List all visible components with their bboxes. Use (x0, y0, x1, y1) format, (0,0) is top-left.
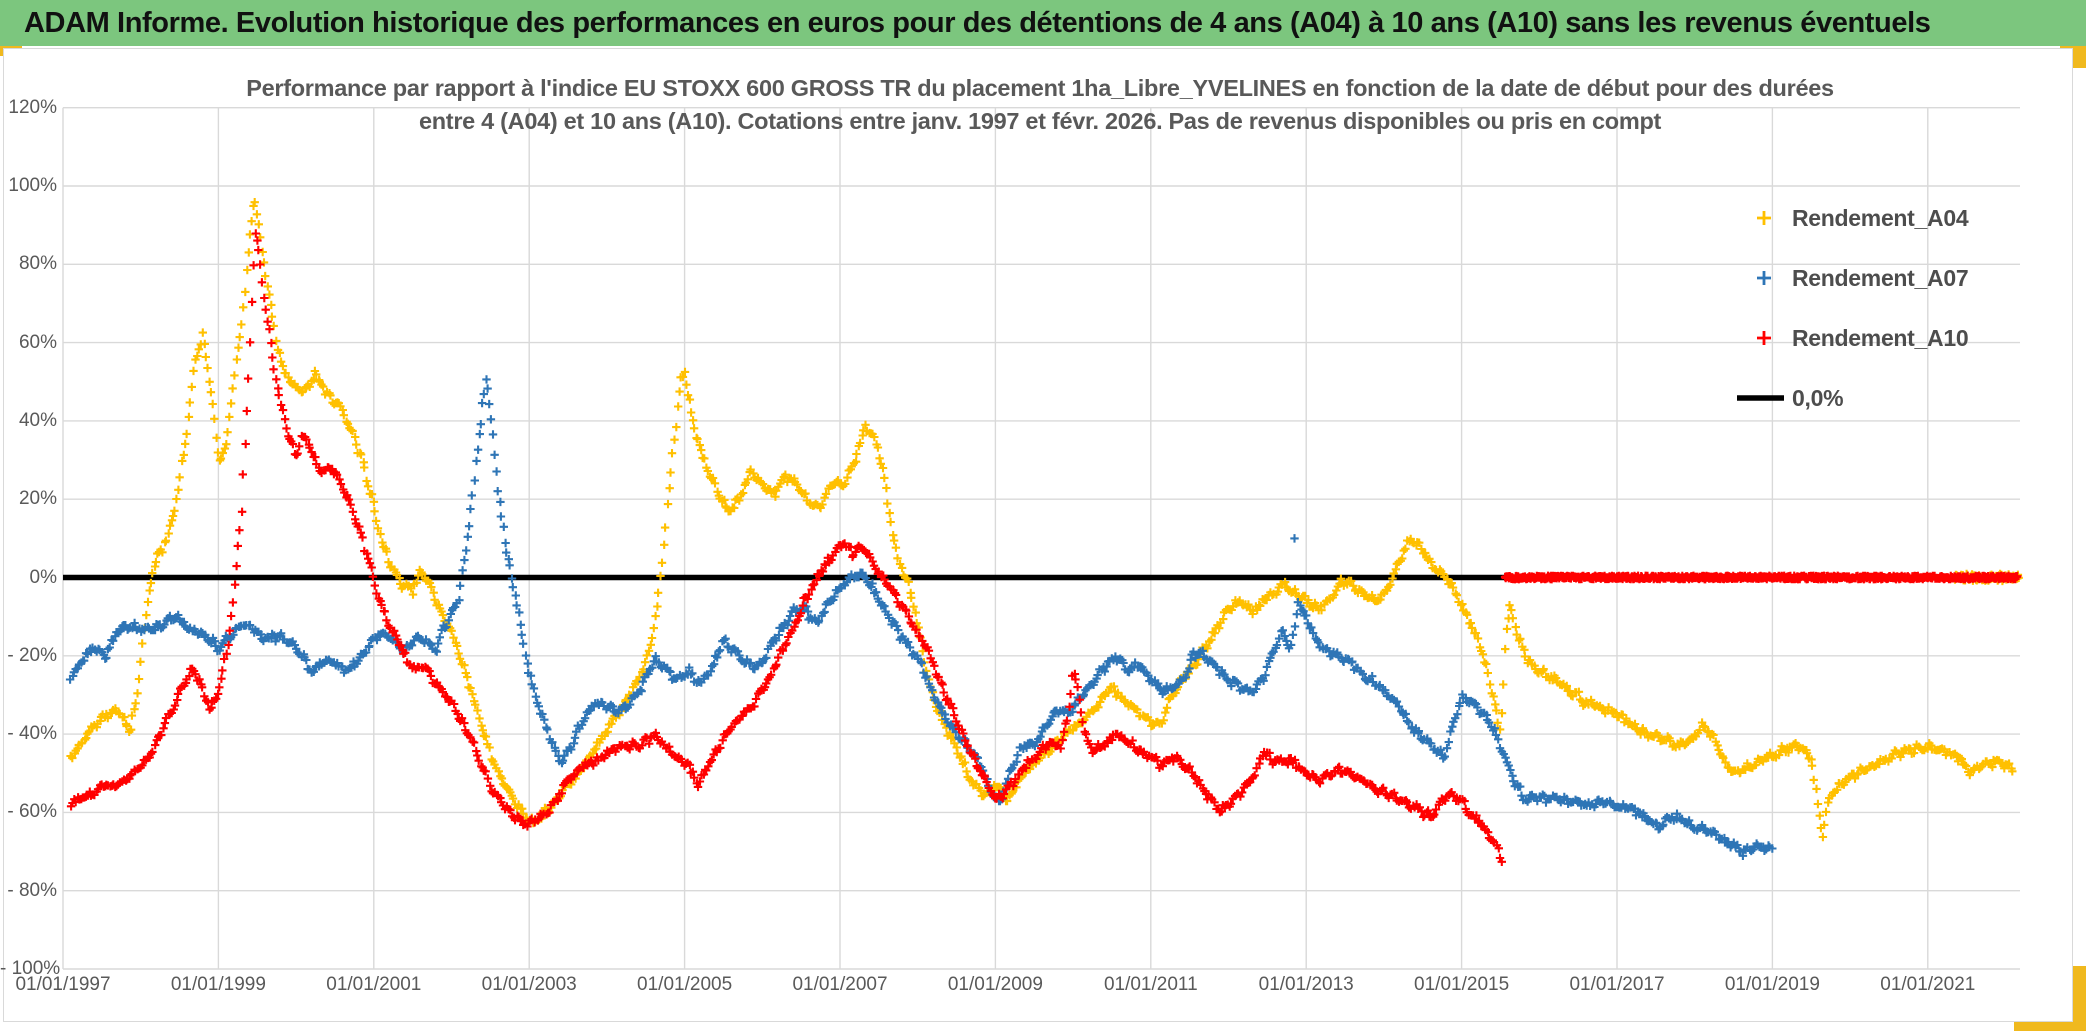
series-rendement-a10 (66, 229, 1506, 866)
chart-title-line2: entre 4 (A04) et 10 ans (A10). Cotations… (418, 108, 1662, 134)
x-axis-label: 01/01/2003 (481, 974, 577, 995)
x-axis-label: 01/01/2011 (1103, 974, 1198, 995)
header-bar: ADAM Informe. Evolution historique des p… (0, 0, 2086, 46)
x-axis-label: 01/01/2005 (637, 974, 733, 995)
y-axis-label: - 40% (7, 723, 57, 745)
y-axis-label: - 100% (0, 958, 61, 979)
legend-label: Rendement_A04 (1792, 204, 1969, 231)
x-axis-label: 01/01/2007 (792, 974, 888, 995)
x-axis-label: 01/01/2021 (1880, 974, 1976, 995)
x-axis-label: 01/01/1997 (15, 974, 111, 995)
y-axis-label: - 20% (7, 644, 57, 666)
plus-marker-icon (1736, 208, 1792, 228)
legend-label: Rendement_A07 (1792, 264, 1969, 291)
x-axis-label: 01/01/2017 (1569, 974, 1665, 995)
series-rendement-a07-outlier (1290, 534, 1299, 543)
y-axis-label: 0% (29, 566, 57, 588)
legend-item-rendement-a10[interactable]: Rendement_A10 (1736, 308, 1969, 368)
chart-legend: Rendement_A04 Rendement_A07 Rendement_A1… (1736, 188, 1969, 428)
plus-marker-icon (1736, 328, 1792, 348)
chart-area (3, 48, 2073, 1022)
x-axis-label: 01/01/2001 (326, 974, 422, 995)
legend-item-zero-line[interactable]: 0,0% (1736, 368, 1968, 428)
zero-line-icon (1736, 393, 1792, 403)
chart-title-line1: Performance par rapport à l'indice EU ST… (246, 75, 1834, 101)
legend-item-rendement-a07[interactable]: Rendement_A07 (1736, 248, 1969, 308)
plus-marker-icon (1736, 268, 1792, 288)
x-axis-label: 01/01/2015 (1414, 974, 1510, 995)
y-axis-label: 100% (8, 175, 57, 196)
legend-label: 0,0% (1792, 384, 1844, 411)
x-axis-label: 01/01/2009 (947, 974, 1043, 995)
y-axis-label: 20% (18, 488, 57, 510)
legend-item-rendement-a04[interactable]: Rendement_A04 (1736, 188, 1969, 248)
x-axis-label: 01/01/1999 (170, 974, 266, 995)
series-rendement-a10-zero-band (1500, 571, 2022, 584)
y-axis-label: - 80% (7, 879, 57, 901)
y-axis-label: 120% (8, 96, 57, 118)
accent-bottom-right-horizontal (2014, 1022, 2086, 1031)
y-axis-label: 60% (18, 331, 57, 353)
x-axis-label: 01/01/2013 (1258, 974, 1354, 995)
y-axis-label: 80% (18, 253, 57, 275)
y-axis-label: - 60% (7, 801, 57, 823)
accent-bottom-right-vertical (2072, 966, 2086, 1031)
y-axis-label: 40% (18, 409, 57, 431)
legend-label: Rendement_A10 (1792, 324, 1969, 351)
series-rendement-a07 (65, 375, 1777, 860)
page-title: ADAM Informe. Evolution historique des p… (24, 6, 1931, 39)
chart-title: Performance par rapport à l'indice EU ST… (140, 72, 1940, 138)
x-axis-label: 01/01/2019 (1724, 974, 1820, 995)
